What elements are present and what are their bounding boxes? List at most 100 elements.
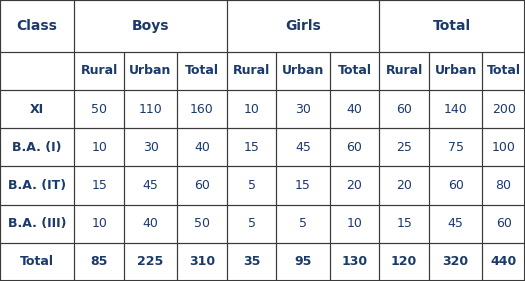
Text: 40: 40 bbox=[143, 217, 159, 230]
Bar bbox=[330, 90, 380, 128]
Bar bbox=[380, 128, 429, 166]
Bar bbox=[0, 52, 74, 90]
Bar bbox=[124, 243, 177, 281]
Text: 30: 30 bbox=[295, 103, 311, 115]
Text: Total: Total bbox=[487, 64, 521, 78]
Text: Rural: Rural bbox=[233, 64, 270, 78]
Bar bbox=[330, 243, 380, 281]
Bar bbox=[227, 52, 277, 90]
Bar bbox=[124, 166, 177, 205]
Bar bbox=[482, 166, 525, 205]
Text: 60: 60 bbox=[346, 141, 362, 154]
Text: B.A. (IT): B.A. (IT) bbox=[8, 179, 66, 192]
Text: 25: 25 bbox=[396, 141, 412, 154]
Bar bbox=[330, 166, 380, 205]
Text: 60: 60 bbox=[496, 217, 511, 230]
Text: B.A. (I): B.A. (I) bbox=[13, 141, 62, 154]
Bar bbox=[380, 243, 429, 281]
Text: Total: Total bbox=[185, 64, 219, 78]
Bar bbox=[177, 205, 227, 243]
Bar bbox=[0, 90, 74, 128]
Bar bbox=[227, 128, 277, 166]
Bar bbox=[380, 205, 429, 243]
Bar bbox=[330, 128, 380, 166]
Bar bbox=[227, 90, 277, 128]
Text: 320: 320 bbox=[443, 255, 469, 268]
Text: 225: 225 bbox=[138, 255, 164, 268]
Text: 60: 60 bbox=[448, 179, 464, 192]
Text: XI: XI bbox=[30, 103, 44, 115]
Bar bbox=[330, 205, 380, 243]
Bar bbox=[0, 0, 74, 52]
Bar bbox=[74, 0, 227, 52]
Text: 85: 85 bbox=[90, 255, 108, 268]
Text: 95: 95 bbox=[295, 255, 312, 268]
Bar bbox=[74, 166, 124, 205]
Text: 440: 440 bbox=[490, 255, 517, 268]
Text: 35: 35 bbox=[243, 255, 260, 268]
Text: 75: 75 bbox=[448, 141, 464, 154]
Text: 20: 20 bbox=[396, 179, 412, 192]
Bar bbox=[124, 52, 177, 90]
Text: B.A. (III): B.A. (III) bbox=[8, 217, 66, 230]
Text: 10: 10 bbox=[91, 141, 107, 154]
Text: 10: 10 bbox=[244, 103, 259, 115]
Bar bbox=[482, 128, 525, 166]
Text: 45: 45 bbox=[448, 217, 464, 230]
Bar bbox=[482, 205, 525, 243]
Text: Rural: Rural bbox=[385, 64, 423, 78]
Bar bbox=[74, 128, 124, 166]
Bar bbox=[177, 128, 227, 166]
Text: Boys: Boys bbox=[132, 19, 169, 33]
Text: Total: Total bbox=[433, 19, 471, 33]
Bar bbox=[482, 90, 525, 128]
Bar bbox=[74, 205, 124, 243]
Text: Total: Total bbox=[338, 64, 372, 78]
Text: 15: 15 bbox=[91, 179, 107, 192]
Bar bbox=[380, 166, 429, 205]
Bar bbox=[0, 243, 74, 281]
Bar bbox=[429, 166, 482, 205]
Text: 120: 120 bbox=[391, 255, 417, 268]
Text: 140: 140 bbox=[444, 103, 467, 115]
Text: 60: 60 bbox=[396, 103, 412, 115]
Text: Class: Class bbox=[17, 19, 58, 33]
Text: 130: 130 bbox=[341, 255, 367, 268]
Bar bbox=[0, 128, 74, 166]
Text: 110: 110 bbox=[139, 103, 162, 115]
Text: 45: 45 bbox=[143, 179, 159, 192]
Bar bbox=[277, 52, 330, 90]
Bar bbox=[177, 90, 227, 128]
Bar bbox=[0, 205, 74, 243]
Text: 50: 50 bbox=[91, 103, 107, 115]
Text: 45: 45 bbox=[295, 141, 311, 154]
Text: Urban: Urban bbox=[434, 64, 477, 78]
Bar bbox=[124, 205, 177, 243]
Bar bbox=[124, 90, 177, 128]
Text: 15: 15 bbox=[295, 179, 311, 192]
Text: 30: 30 bbox=[143, 141, 159, 154]
Text: 10: 10 bbox=[346, 217, 362, 230]
Text: 5: 5 bbox=[248, 179, 256, 192]
Text: Girls: Girls bbox=[285, 19, 321, 33]
Bar bbox=[429, 128, 482, 166]
Bar bbox=[177, 166, 227, 205]
Bar bbox=[0, 166, 74, 205]
Bar bbox=[380, 90, 429, 128]
Bar bbox=[330, 52, 380, 90]
Text: Rural: Rural bbox=[80, 64, 118, 78]
Bar bbox=[429, 90, 482, 128]
Text: 160: 160 bbox=[190, 103, 214, 115]
Text: Urban: Urban bbox=[129, 64, 172, 78]
Text: 15: 15 bbox=[396, 217, 412, 230]
Text: 40: 40 bbox=[346, 103, 362, 115]
Bar bbox=[277, 166, 330, 205]
Bar bbox=[74, 52, 124, 90]
Bar bbox=[227, 0, 380, 52]
Bar bbox=[227, 166, 277, 205]
Bar bbox=[429, 243, 482, 281]
Bar bbox=[380, 52, 429, 90]
Bar bbox=[74, 243, 124, 281]
Bar bbox=[429, 205, 482, 243]
Text: 310: 310 bbox=[189, 255, 215, 268]
